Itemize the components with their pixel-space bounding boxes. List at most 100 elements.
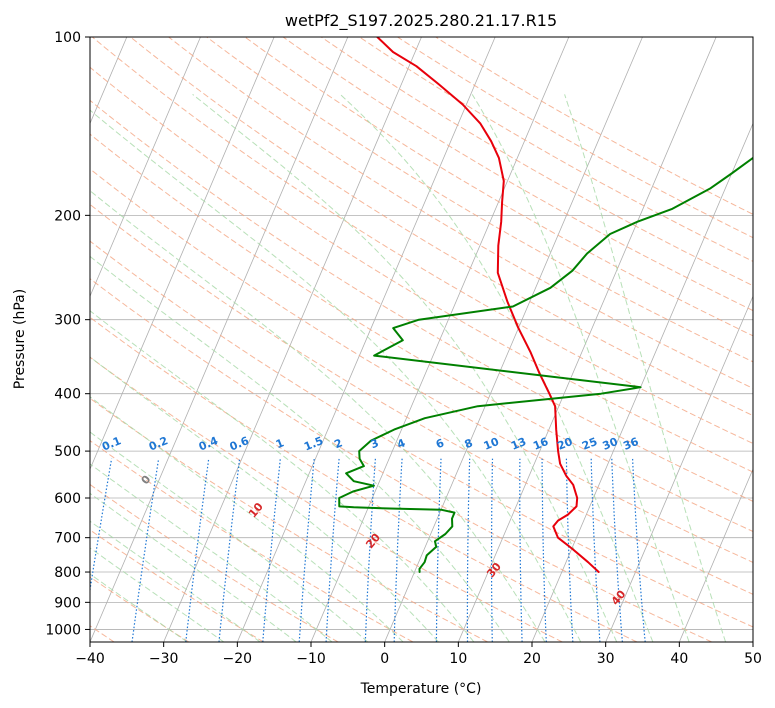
isotherm [752, 640, 753, 642]
mixing-ratio-line [185, 458, 210, 642]
isotherm [384, 37, 643, 642]
mixing-ratio-line [262, 458, 281, 642]
x-tick-label: 50 [744, 651, 762, 667]
y-tick-label: 300 [54, 313, 81, 329]
mixing-ratio-label: 3 [369, 436, 381, 451]
moist-adiabat [90, 463, 333, 642]
x-tick-label: −10 [296, 651, 326, 667]
mixing-ratio-line [565, 458, 574, 642]
mixing-ratio-line [298, 458, 315, 642]
x-tick-label: −30 [149, 651, 179, 667]
plot-background [90, 37, 753, 642]
dry-adiabat [90, 316, 638, 642]
dry-adiabat [435, 37, 753, 215]
mixing-ratio-label: 13 [509, 435, 528, 453]
moist-adiabat [90, 255, 510, 642]
isotherm [457, 37, 717, 642]
y-tick-label: 200 [54, 208, 81, 224]
x-tick-label: 20 [523, 651, 541, 667]
chart-title: wetPf2_S197.2025.280.21.17.R15 [285, 11, 557, 31]
x-tick-label: −40 [75, 651, 105, 667]
x-tick-label: 0 [380, 651, 389, 667]
y-axis-label: Pressure (hPa) [12, 289, 28, 389]
x-axis-label: Temperature (°C) [360, 681, 482, 697]
moist-adiabat [339, 94, 654, 642]
mixing-ratio-line [218, 458, 241, 642]
mixing-ratio-label: 10 [482, 435, 501, 453]
dry-adiabat [90, 278, 712, 642]
x-tick-label: 30 [597, 651, 615, 667]
dewpoint-profile-line [338, 156, 753, 573]
mixing-ratio-line [90, 458, 113, 594]
isotherm [90, 37, 201, 298]
y-tick-label: 400 [54, 387, 81, 403]
axes: −40 −30 −20 −10 0 10 20 30 40 50 1000 900 800 700 600 5… [45, 30, 762, 667]
dry-adiabat [282, 37, 753, 312]
mixing-ratio-label: 36 [621, 435, 640, 453]
isotherm [531, 122, 753, 642]
dry-adiabat [90, 483, 339, 642]
y-tick-label: 900 [54, 595, 81, 611]
y-tick-label: 100 [54, 30, 81, 46]
mixing-ratio-line [466, 458, 471, 642]
mixing-ratio-label: 2 [332, 436, 344, 451]
mixing-ratio-line [131, 458, 160, 642]
dry-adiabat [90, 99, 753, 502]
y-tick-label: 600 [54, 491, 81, 507]
mixing-ratio-line [364, 458, 376, 642]
dry-adiabat [90, 133, 753, 533]
moist-adiabat [471, 94, 690, 642]
moist-adiabat [90, 109, 582, 642]
isotherm [163, 37, 422, 642]
moist-adiabat [564, 94, 727, 642]
temperature-profile-line [376, 37, 600, 573]
mixing-ratio-line [590, 458, 601, 642]
plot-area [90, 37, 753, 642]
mixing-ratio-label: 25 [580, 435, 599, 453]
mixing-ratio-line [393, 458, 403, 642]
mixing-ratio-line [632, 458, 646, 642]
mixing-ratio-line [490, 458, 494, 642]
moist-adiabat [192, 94, 618, 642]
moist-adiabat [90, 356, 439, 642]
x-tick-label: 40 [670, 651, 688, 667]
dry-adiabat [130, 37, 753, 417]
moist-adiabat [90, 492, 297, 642]
moist-adiabat [90, 310, 475, 642]
dry-adiabat [90, 240, 753, 628]
moist-adiabat [90, 396, 404, 642]
mixing-ratio-line [435, 458, 442, 642]
mixing-ratio-line [611, 458, 623, 642]
isotherm [605, 295, 753, 642]
dry-adiabat [320, 37, 753, 287]
mixing-ratio-label: 20 [555, 435, 574, 453]
dry-adiabat [91, 37, 753, 444]
y-tick-label: 700 [54, 531, 81, 547]
dry-adiabat [90, 66, 753, 473]
isotherm [90, 37, 275, 471]
isotherm [90, 37, 349, 642]
x-tick-label: 10 [449, 651, 467, 667]
isotherm [678, 468, 753, 642]
dry-adiabat [168, 37, 753, 389]
mixing-ratio-line [325, 458, 340, 642]
plot-frame [89, 36, 754, 643]
dry-adiabat [206, 37, 753, 363]
dry-adiabat [90, 440, 414, 642]
isotherm [236, 37, 496, 642]
dry-adiabat [90, 397, 488, 642]
x-tick-label: −20 [223, 651, 253, 667]
y-tick-label: 500 [54, 444, 81, 460]
moist-adiabat [90, 190, 546, 642]
mixing-ratio-label: 16 [531, 435, 550, 453]
dry-adiabat-label: -10 [0, 412, 20, 436]
mixing-ratio-line [541, 458, 547, 642]
mixing-ratio-label: 30 [601, 435, 620, 453]
y-tick-label: 1000 [45, 622, 81, 638]
y-tick-label: 800 [54, 565, 81, 581]
mixing-ratio-line [519, 458, 523, 642]
mixing-ratio-label: 8 [463, 436, 475, 451]
moist-adiabat [90, 431, 369, 642]
mixing-ratio-label: 1 [274, 436, 286, 451]
